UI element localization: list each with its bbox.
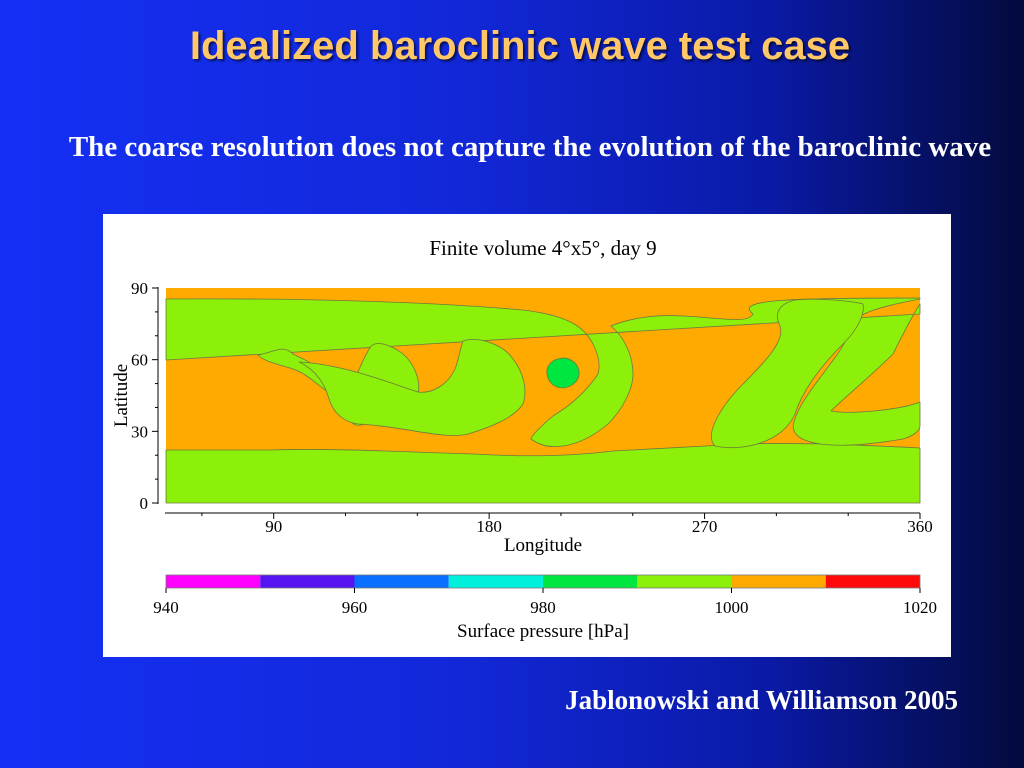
colorbar-tick-label: 960: [342, 598, 368, 617]
colorbar-tick-label: 980: [530, 598, 556, 617]
y-tick-label: 90: [131, 279, 148, 298]
y-tick-label: 0: [140, 494, 149, 513]
slide-subtitle: The coarse resolution does not capture t…: [68, 131, 992, 163]
colorbar-tick-label: 1020: [903, 598, 937, 617]
figure-panel: Finite volume 4°x5°, day 9 0 30 60 90 90 180 27…: [103, 214, 951, 657]
colorbar-bin: [731, 575, 826, 588]
colorbar-bin: [448, 575, 543, 588]
colorbar-label: Surface pressure [hPa]: [457, 621, 629, 642]
region-low-center: [546, 357, 580, 389]
x-tick-label: 90: [265, 517, 282, 536]
colorbar-tick-label: 1000: [715, 598, 749, 617]
colorbar-bin: [543, 575, 638, 588]
y-tick-label: 60: [131, 351, 148, 370]
x-tick-label: 180: [476, 517, 502, 536]
x-tick-label: 270: [692, 517, 718, 536]
pressure-map-chart: Finite volume 4°x5°, day 9 0 30 60 90 90 180 27…: [111, 236, 937, 642]
region-eastern-trough: [710, 298, 864, 449]
region-trough-2: [298, 339, 526, 436]
x-tick-label: 360: [907, 517, 933, 536]
colorbar-bin: [825, 575, 920, 588]
colorbar-bin: [354, 575, 449, 588]
slide-title: Idealized baroclinic wave test case: [189, 24, 851, 68]
x-axis-label: Longitude: [504, 535, 582, 556]
region-northern-low-band: [165, 297, 921, 447]
citation: Jablonowski and Williamson 2005: [565, 685, 958, 715]
colorbar-bin: [637, 575, 732, 588]
colorbar-bin: [166, 575, 261, 588]
chart-title: Finite volume 4°x5°, day 9: [429, 236, 656, 260]
colorbar-bin: [260, 575, 355, 588]
y-axis-label: Latitude: [111, 364, 132, 427]
colorbar-tick-label: 940: [153, 598, 179, 617]
y-tick-label: 30: [131, 422, 148, 441]
